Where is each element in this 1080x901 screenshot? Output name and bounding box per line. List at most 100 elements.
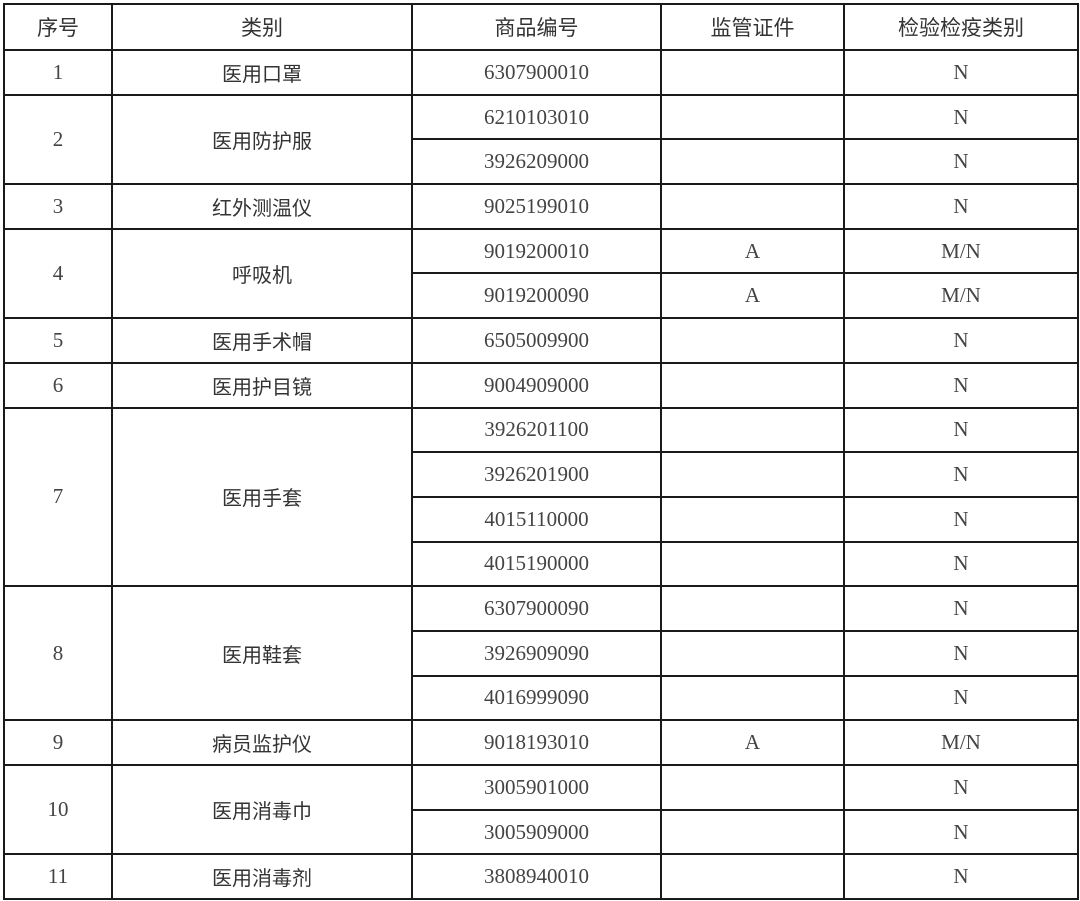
- category-cell: 医用防护服: [111, 93, 413, 186]
- table-row: 1 医用口罩 6307900010 N: [3, 49, 1079, 96]
- table-row: 3926209000 N: [4, 138, 1079, 186]
- inspection-category-cell: N: [843, 540, 1079, 588]
- inspection-category-cell: N: [843, 853, 1079, 901]
- inspection-category-cell: N: [843, 764, 1079, 811]
- table-row: 4016999090 N: [4, 674, 1079, 722]
- regulatory-permit-cell: [660, 317, 845, 364]
- inspection-category-cell: N: [843, 183, 1079, 230]
- table-row: 11 医用消毒剂 3808940010 N: [3, 853, 1079, 901]
- category-cell: 医用护目镜: [111, 361, 413, 409]
- table-body: 1 医用口罩 6307900010 N 2 医用防护服 6210103010 N 3926209…: [3, 49, 1079, 901]
- serial-no-cell: 8: [3, 585, 113, 722]
- product-code-cell: 3005909000: [411, 808, 662, 856]
- category-cell: 医用消毒剂: [111, 853, 413, 901]
- inspection-category-cell: N: [843, 451, 1079, 498]
- serial-no-cell: 4: [3, 227, 113, 320]
- regulatory-permit-cell: A: [660, 272, 845, 320]
- inspection-category-cell: N: [843, 585, 1079, 632]
- product-code-cell: 6307900090: [411, 585, 662, 632]
- header-product-code: 商品编号: [411, 3, 662, 51]
- product-code-cell: 3926201100: [411, 406, 662, 454]
- table-row: 9019200090 A M/N: [4, 272, 1079, 320]
- inspection-category-cell: M/N: [843, 719, 1079, 766]
- regulatory-permit-cell: [660, 629, 845, 677]
- product-code-cell: 9019200090: [411, 272, 662, 320]
- regulatory-permit-cell: A: [660, 227, 845, 275]
- serial-no-cell: 11: [3, 853, 113, 901]
- table-row: 3926909090 N: [4, 629, 1079, 677]
- regulatory-permit-cell: [660, 361, 845, 409]
- category-cell: 医用口罩: [111, 49, 413, 96]
- inspection-category-cell: M/N: [843, 227, 1079, 275]
- category-cell: 红外测温仪: [111, 183, 413, 230]
- product-code-cell: 3926909090: [411, 629, 662, 677]
- inspection-category-cell: N: [843, 808, 1079, 856]
- table-row: 5 医用手术帽 6505009900 N: [3, 317, 1079, 364]
- serial-no-cell: 10: [3, 763, 113, 856]
- serial-no-cell: 2: [3, 93, 113, 186]
- inspection-category-cell: N: [843, 495, 1079, 543]
- serial-no-cell: 7: [3, 406, 113, 588]
- product-code-cell: 4015190000: [411, 540, 662, 588]
- product-code-cell: 9018193010: [411, 719, 662, 766]
- product-code-cell: 6505009900: [411, 317, 662, 364]
- regulatory-permit-cell: [660, 49, 845, 96]
- header-inspection-category: 检验检疫类别: [843, 3, 1079, 51]
- table-row: 7 医用手套 3926201100 N: [3, 406, 1079, 588]
- product-code-cell: 4016999090: [411, 674, 662, 722]
- regulatory-permit-cell: [660, 183, 845, 230]
- inspection-category-cell: N: [843, 674, 1079, 722]
- serial-no-cell: 1: [3, 49, 113, 96]
- inspection-category-cell: N: [843, 629, 1079, 677]
- regulatory-permit-cell: A: [660, 719, 845, 766]
- inspection-category-cell: M/N: [843, 272, 1079, 320]
- table-row: 3005909000 N: [4, 808, 1079, 856]
- table-row: 4 呼吸机 9019200010 A M/N: [3, 227, 1079, 320]
- regulatory-permit-cell: [660, 540, 845, 588]
- table-row: 9 病员监护仪 9018193010 A M/N: [3, 719, 1079, 766]
- header-serial-no: 序号: [3, 3, 113, 51]
- regulatory-permit-cell: [660, 495, 845, 543]
- product-code-cell: 3005901000: [411, 764, 662, 811]
- regulatory-permit-cell: [660, 674, 845, 722]
- table-row: 4015110000 N: [4, 495, 1079, 543]
- regulatory-permit-cell: [660, 808, 845, 856]
- regulatory-permit-cell: [660, 764, 845, 811]
- regulatory-permit-cell: [660, 93, 845, 141]
- header-regulatory-permit: 监管证件: [660, 3, 845, 51]
- table-row: 3 红外测温仪 9025199010 N: [3, 183, 1079, 230]
- product-code-cell: 3926209000: [411, 138, 662, 186]
- product-code-cell: 3808940010: [411, 853, 662, 901]
- product-code-cell: 6307900010: [411, 49, 662, 96]
- header-category: 类别: [111, 3, 413, 51]
- inspection-category-cell: N: [843, 406, 1079, 454]
- regulatory-permit-cell: [660, 138, 845, 186]
- product-code-cell: 3926201900: [411, 451, 662, 498]
- category-cell: 医用鞋套: [111, 585, 413, 722]
- serial-no-cell: 5: [3, 317, 113, 364]
- table-row: 2 医用防护服 6210103010 N: [3, 93, 1079, 186]
- inspection-category-cell: N: [843, 93, 1079, 141]
- product-code-cell: 9019200010: [411, 227, 662, 275]
- table-row: 4015190000 N: [4, 540, 1079, 588]
- table-row: 10 医用消毒巾 3005901000 N: [3, 763, 1079, 856]
- table-row: 3926201900 N: [4, 451, 1079, 498]
- regulatory-permit-cell: [660, 585, 845, 632]
- serial-no-cell: 9: [3, 719, 113, 766]
- regulatory-permit-cell: [660, 451, 845, 498]
- table-row: 6 医用护目镜 9004909000 N: [3, 361, 1079, 409]
- category-cell: 病员监护仪: [111, 719, 413, 766]
- product-code-cell: 6210103010: [411, 93, 662, 141]
- product-code-cell: 9004909000: [411, 361, 662, 409]
- product-table: 序号 类别 商品编号 监管证件 检验检疫类别 1 医用口罩 6307900010 N 2…: [3, 3, 1079, 901]
- regulatory-permit-cell: [660, 853, 845, 901]
- product-code-cell: 4015110000: [411, 495, 662, 543]
- product-code-cell: 9025199010: [411, 183, 662, 230]
- inspection-category-cell: N: [843, 361, 1079, 409]
- inspection-category-cell: N: [843, 317, 1079, 364]
- inspection-category-cell: N: [843, 138, 1079, 186]
- category-cell: 医用消毒巾: [111, 763, 413, 856]
- category-cell: 呼吸机: [111, 227, 413, 320]
- serial-no-cell: 6: [3, 361, 113, 409]
- table-header: 序号 类别 商品编号 监管证件 检验检疫类别: [3, 3, 1079, 51]
